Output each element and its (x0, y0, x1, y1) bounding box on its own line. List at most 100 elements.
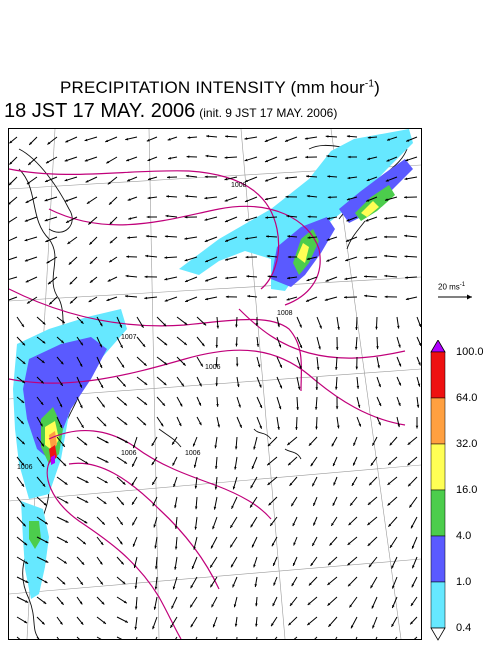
wind-vector-head (44, 218, 48, 222)
wind-vector-head (285, 195, 289, 199)
wind-vector-head (351, 625, 354, 629)
wind-vector-head (305, 155, 308, 159)
wind-vector-head (328, 623, 332, 627)
wind-vector-head (244, 179, 248, 182)
wind-vector-head (85, 461, 89, 464)
precip-green-s (29, 521, 41, 549)
wind-vector-head (46, 260, 50, 264)
wind-vector-head (147, 158, 151, 161)
wind-vector-head (273, 582, 276, 586)
wind-vector-head (145, 234, 149, 238)
wind-vector-head (124, 620, 128, 623)
wind-vector-head (384, 235, 387, 239)
wind-vector-head (250, 504, 253, 508)
wind-vector-head (65, 520, 69, 523)
wind-vector-head (164, 362, 168, 365)
wind-vector-head (144, 402, 147, 405)
wind-vector-head (125, 274, 129, 278)
wind-vector (36, 636, 40, 639)
wind-vector-head (325, 279, 329, 282)
wind-vector-head (369, 482, 372, 486)
wind-vector-head (353, 462, 356, 466)
wind-vector-head (230, 525, 233, 528)
wind-vector (96, 636, 102, 639)
wind-vector-head (123, 600, 127, 604)
wind-vector-head (417, 383, 421, 387)
wind-vector-head (308, 582, 312, 586)
wind-vector-head (168, 156, 171, 160)
wind-vector-head (234, 623, 238, 627)
wind-vector-head (404, 196, 407, 199)
wind-vector-head (216, 325, 220, 329)
wind-vector-head (306, 194, 310, 198)
wind-vector-head (404, 255, 408, 258)
wind-vector-head (101, 601, 105, 605)
wind-vector-head (306, 257, 310, 261)
wind-vector-head (128, 217, 132, 220)
colorbar-bin-16-32 (430, 443, 446, 491)
wind-vector (135, 636, 138, 639)
wind-vector-head (28, 162, 32, 165)
wind-vector-head (24, 542, 28, 546)
wind-vector-head (134, 626, 137, 630)
wind-vector-head (306, 299, 309, 302)
wind-vector-head (405, 158, 409, 162)
wind-vector-head (40, 423, 43, 427)
wind-vector-head (204, 218, 208, 221)
wind-vector-head (299, 345, 302, 349)
wind-vector-head (29, 142, 32, 145)
isobar-label: 1006 (17, 464, 33, 471)
wind-vector-head (327, 175, 331, 178)
wind-vector-head (407, 442, 411, 445)
wind-vector-head (164, 277, 168, 281)
wind-vector-head (22, 523, 26, 527)
wind-vector-head (250, 524, 254, 528)
wind-vector-head (312, 543, 315, 546)
wind-vector-head (124, 461, 127, 464)
wind-vector-head (121, 502, 124, 505)
wind-vector-head (308, 442, 312, 446)
wind-vector-head (234, 446, 238, 450)
wind-vector-head (367, 522, 371, 526)
wind-vector-head (9, 182, 12, 186)
wind-vector-head (9, 202, 11, 205)
precipitation-field (13, 129, 413, 599)
wind-vector-head (397, 424, 400, 428)
wind-vector-head (102, 521, 105, 525)
wind-vector-head (388, 523, 392, 527)
wind-vector-head (62, 581, 66, 585)
wind-vector-head (185, 279, 188, 282)
wind-vector-head (314, 407, 318, 410)
wind-vector-head (142, 344, 146, 347)
wind-vector-head (331, 523, 334, 526)
wind-vector-head (205, 297, 208, 301)
wind-vector-head (41, 443, 44, 447)
wind-vector-head (24, 219, 28, 222)
wind-vector-head (47, 141, 51, 145)
wind-vector-head (204, 175, 208, 179)
wind-vector-head (259, 405, 262, 408)
wind-vector-head (365, 219, 369, 222)
wind-vector-head (178, 423, 182, 427)
wind-vector-head (131, 482, 135, 486)
wind-vector-head (385, 179, 389, 182)
wind-vector-head (230, 544, 233, 548)
wind-vector-head (141, 324, 144, 328)
wind-vector-head (316, 367, 320, 370)
wind-vector-head (64, 178, 68, 182)
wind-vector-head (99, 561, 103, 565)
wind-vector-head (355, 327, 358, 330)
wind-vector-head (257, 364, 261, 368)
colorbar-tick-64: 64.0 (456, 392, 478, 404)
wind-vector-head (167, 138, 171, 141)
wind-vector-head (46, 160, 49, 164)
colorbar-tick-32: 32.0 (456, 438, 478, 450)
wind-vector-head (213, 506, 217, 510)
wind-vector-head (25, 279, 29, 283)
wind-vector-head (49, 301, 53, 305)
wind-vector-head (163, 382, 167, 386)
colorbar-tick-100: 100.0 (456, 346, 484, 358)
wind-vector (9, 216, 18, 223)
wind-vector-head (246, 275, 250, 278)
wind-vector-head (151, 443, 155, 446)
